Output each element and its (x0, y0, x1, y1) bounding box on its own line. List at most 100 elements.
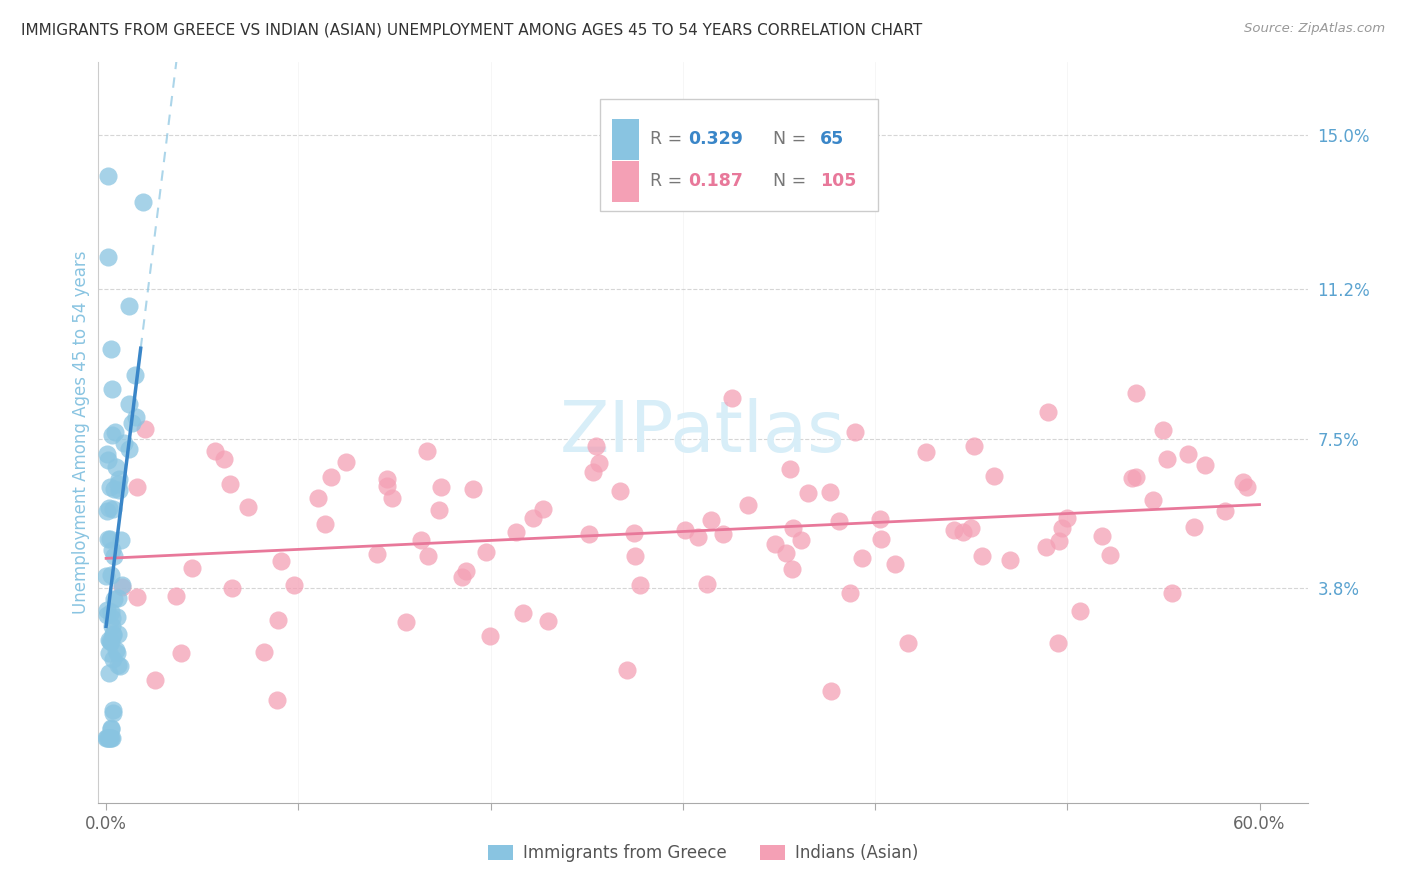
Point (673, 523, 696, 537)
Text: N =: N = (773, 130, 807, 148)
Point (212, 452, 235, 467)
Point (1035, 540, 1057, 554)
Point (98, 532, 121, 546)
Point (454, 564, 477, 578)
Point (533, 502, 555, 516)
Point (512, 606, 534, 620)
Point (105, 459, 128, 474)
Point (828, 514, 851, 528)
Point (782, 521, 804, 535)
Point (103, 591, 125, 606)
Point (96, 569, 118, 583)
Point (270, 554, 292, 568)
Point (628, 578, 651, 592)
Point (118, 397, 141, 411)
Point (797, 485, 820, 500)
Point (1232, 475, 1254, 489)
Point (1160, 586, 1182, 600)
Point (111, 577, 134, 591)
Point (107, 626, 129, 640)
Point (219, 476, 242, 491)
Point (869, 512, 891, 526)
Point (395, 615, 418, 629)
Point (107, 477, 129, 491)
Y-axis label: Unemployment Among Ages 45 to 54 years: Unemployment Among Ages 45 to 54 years (72, 251, 90, 615)
Point (943, 523, 966, 537)
Legend: Immigrants from Greece, Indians (Asian): Immigrants from Greece, Indians (Asian) (481, 838, 925, 869)
Point (1098, 548, 1121, 562)
Point (98, 731, 121, 745)
Point (96, 608, 118, 623)
Point (952, 525, 974, 540)
Point (998, 553, 1021, 567)
Point (132, 194, 155, 209)
Text: 0.329: 0.329 (689, 130, 744, 148)
Point (474, 545, 496, 559)
Point (97, 731, 120, 745)
Point (101, 611, 124, 625)
Point (782, 562, 804, 576)
Point (623, 526, 645, 541)
Point (100, 480, 122, 494)
Point (98, 666, 121, 681)
Point (1152, 423, 1174, 437)
Point (107, 658, 129, 673)
Text: 65: 65 (820, 130, 845, 148)
Point (897, 636, 920, 650)
Point (415, 444, 437, 458)
Point (775, 546, 797, 560)
Point (820, 683, 842, 698)
Point (624, 549, 647, 564)
Point (686, 531, 709, 545)
Point (970, 549, 993, 564)
Point (537, 614, 560, 628)
Point (1236, 480, 1258, 494)
FancyBboxPatch shape (600, 99, 879, 211)
Point (98, 646, 121, 660)
Point (101, 731, 124, 745)
Point (125, 409, 148, 424)
Point (588, 456, 610, 470)
Point (366, 547, 388, 561)
Point (204, 444, 226, 458)
Point (96, 603, 118, 617)
Point (96, 447, 118, 461)
Point (1156, 452, 1178, 467)
Point (105, 646, 128, 660)
Point (578, 527, 600, 541)
Point (100, 722, 122, 736)
Point (253, 645, 276, 659)
Point (112, 435, 135, 450)
Point (411, 533, 433, 547)
Point (737, 499, 759, 513)
Point (1177, 448, 1199, 462)
Point (104, 425, 127, 440)
Point (221, 581, 243, 595)
Point (1050, 521, 1073, 535)
Point (111, 580, 134, 594)
Point (505, 524, 527, 539)
Point (451, 570, 474, 584)
Point (127, 590, 149, 604)
Point (720, 391, 742, 405)
Text: Source: ZipAtlas.com: Source: ZipAtlas.com (1244, 22, 1385, 36)
Point (1047, 534, 1070, 549)
Point (98, 634, 121, 648)
Point (319, 469, 342, 483)
Point (820, 484, 842, 499)
Point (1125, 385, 1147, 400)
Point (711, 526, 734, 541)
Point (430, 480, 453, 494)
Point (416, 549, 439, 564)
Point (124, 368, 146, 383)
Point (101, 382, 124, 396)
Point (983, 469, 1005, 483)
Point (844, 425, 866, 440)
Point (522, 510, 544, 524)
Point (1213, 504, 1236, 518)
Text: R =: R = (650, 172, 688, 190)
Point (110, 533, 132, 548)
Point (101, 628, 124, 642)
Point (616, 663, 638, 677)
Point (1069, 604, 1091, 618)
